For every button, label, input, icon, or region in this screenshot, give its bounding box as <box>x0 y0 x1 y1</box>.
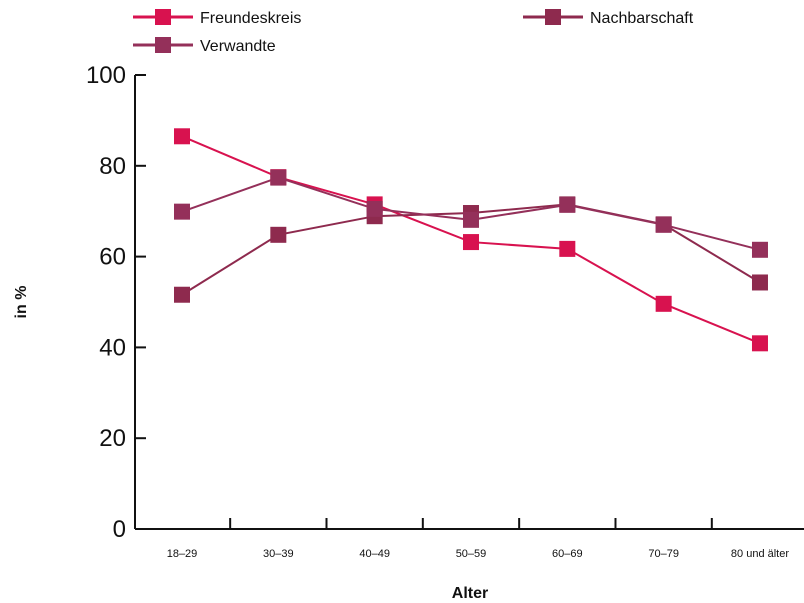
legend-item-verwandte: Verwandte <box>133 37 276 55</box>
y-tick-label: 100 <box>86 62 126 89</box>
data-point-verwandte <box>751 241 768 258</box>
data-point-freundeskreis <box>655 295 672 312</box>
x-tick-label: 70–79 <box>648 548 679 560</box>
y-tick-label: 60 <box>99 244 126 271</box>
data-point-freundeskreis <box>174 128 190 145</box>
y-tick-label: 20 <box>99 425 126 452</box>
data-point-verwandte <box>270 169 287 186</box>
data-point-verwandte <box>655 216 672 233</box>
legend-marker-nachbarschaft <box>545 9 561 25</box>
data-point-freundeskreis <box>462 234 479 251</box>
data-point-freundeskreis <box>559 240 576 257</box>
legend-item-freundeskreis: Freundeskreis <box>133 9 301 27</box>
legend-label-verwandte: Verwandte <box>200 38 276 55</box>
axes <box>134 75 804 530</box>
x-tick-label: 40–49 <box>359 548 390 560</box>
x-tick-label: 80 und älter <box>731 548 789 560</box>
data-point-verwandte <box>366 200 383 217</box>
data-point-verwandte <box>174 203 190 220</box>
data-point-verwandte <box>559 196 576 213</box>
x-tick-label: 30–39 <box>263 548 294 560</box>
y-ticks: 0 20 40 60 80 100 <box>86 62 146 543</box>
legend-label-freundeskreis: Freundeskreis <box>200 10 301 27</box>
legend-item-nachbarschaft: Nachbarschaft <box>523 9 694 27</box>
data-point-nachbarschaft <box>751 274 768 291</box>
legend: Freundeskreis Nachbarschaft Verwandte <box>133 9 694 55</box>
series-group <box>174 128 768 352</box>
legend-label-nachbarschaft: Nachbarschaft <box>590 10 694 27</box>
x-ticks: 18–29 30–39 40–49 50–59 60–69 70–79 80 und ält… <box>167 518 789 560</box>
x-tick-label: 18–29 <box>167 548 198 560</box>
y-tick-label: 40 <box>99 334 126 361</box>
data-point-nachbarschaft <box>174 286 190 303</box>
data-point-nachbarschaft <box>270 226 287 243</box>
y-axis-title: in % <box>13 286 30 319</box>
y-tick-label: 0 <box>113 516 126 543</box>
x-tick-label: 50–59 <box>456 548 487 560</box>
legend-marker-verwandte <box>155 37 171 53</box>
x-tick-label: 60–69 <box>552 548 583 560</box>
y-tick-label: 80 <box>99 153 126 180</box>
data-point-verwandte <box>462 211 479 228</box>
x-axis-title: Alter <box>452 585 488 602</box>
data-point-freundeskreis <box>751 335 768 352</box>
legend-marker-freundeskreis <box>155 9 171 25</box>
